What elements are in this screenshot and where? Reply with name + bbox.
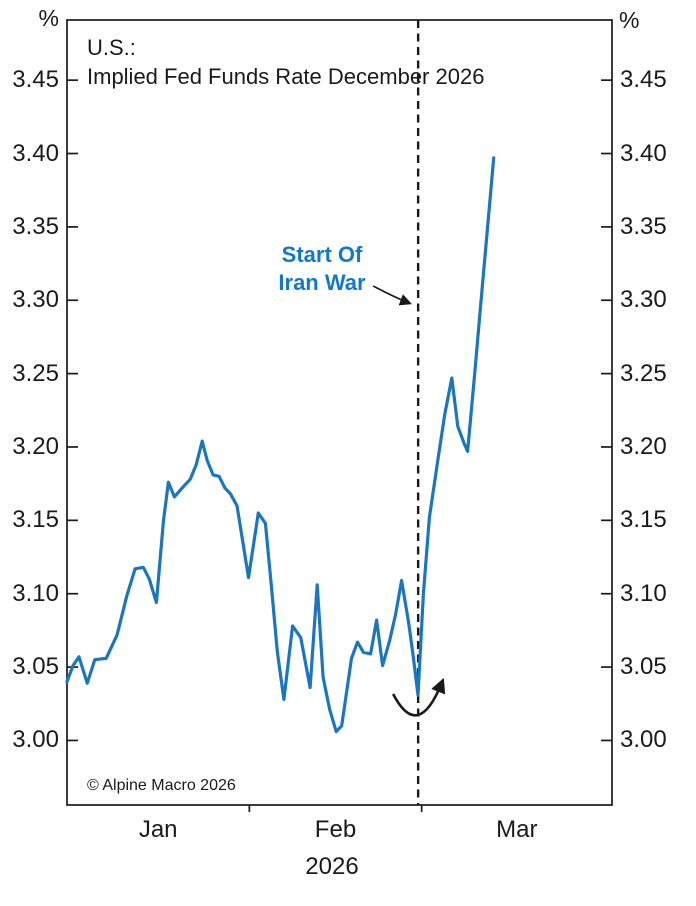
axis-ticks [67, 79, 612, 812]
rate-line-series [65, 156, 496, 734]
y-axis-label-right: 3.15 [620, 506, 667, 534]
y-axis-label-right: 3.30 [620, 286, 667, 314]
plot-border-rect [66, 19, 613, 806]
chart-title: U.S.: Implied Fed Funds Rate December 20… [87, 33, 484, 91]
percent-unit-right: % [619, 7, 640, 33]
y-axis-label-left: 3.45 [12, 66, 59, 94]
y-axis-label-left: 3.10 [12, 579, 59, 607]
y-axis-label-right: 3.40 [620, 139, 667, 167]
chart-title-line1: U.S.: [87, 35, 136, 60]
y-axis-label-right: 3.05 [620, 653, 667, 681]
plot-border [66, 19, 613, 806]
x-axis-month-label-mar: Mar [496, 816, 538, 843]
chart-title-line2: Implied Fed Funds Rate December 2026 [87, 64, 485, 89]
y-axis-label-left: 3.35 [12, 212, 59, 240]
percent-unit-left: % [38, 5, 59, 31]
y-axis-label-left: 3.00 [12, 726, 59, 754]
y-axis-label-right: 3.45 [620, 66, 667, 94]
y-axis-label-right: 3.00 [620, 726, 667, 754]
y-axis-label-left: 3.30 [12, 286, 59, 314]
y-axis-label-right: 3.35 [620, 212, 667, 240]
y-axis-label-left: 3.05 [12, 653, 59, 681]
y-axis-label-left: 3.40 [12, 139, 59, 167]
copyright-text: © Alpine Macro 2026 [87, 777, 236, 794]
x-axis-month-label-jan: Jan [138, 816, 178, 843]
y-axis-label-left: 3.25 [12, 359, 59, 387]
y-axis-label-left: 3.15 [12, 506, 59, 534]
x-axis-year-label: 2026 [305, 853, 359, 880]
event-annotation-line1: Start Of [281, 242, 363, 267]
y-axis-label-left: 3.20 [12, 432, 59, 460]
event-annotation-line2: Iran War [278, 270, 366, 295]
rebound-curved-arrow [391, 677, 446, 717]
y-axis-label-right: 3.25 [620, 359, 667, 387]
annotation-arrows [372, 285, 446, 717]
y-axis-label-right: 3.20 [620, 432, 667, 460]
y-axis-label-right: 3.10 [620, 579, 667, 607]
event-annotation-text: Start Of Iran War [278, 241, 365, 297]
fed-funds-rate-line [65, 156, 496, 734]
x-axis-month-label-feb: Feb [314, 816, 357, 843]
annotation-pointer-arrow [372, 285, 412, 306]
